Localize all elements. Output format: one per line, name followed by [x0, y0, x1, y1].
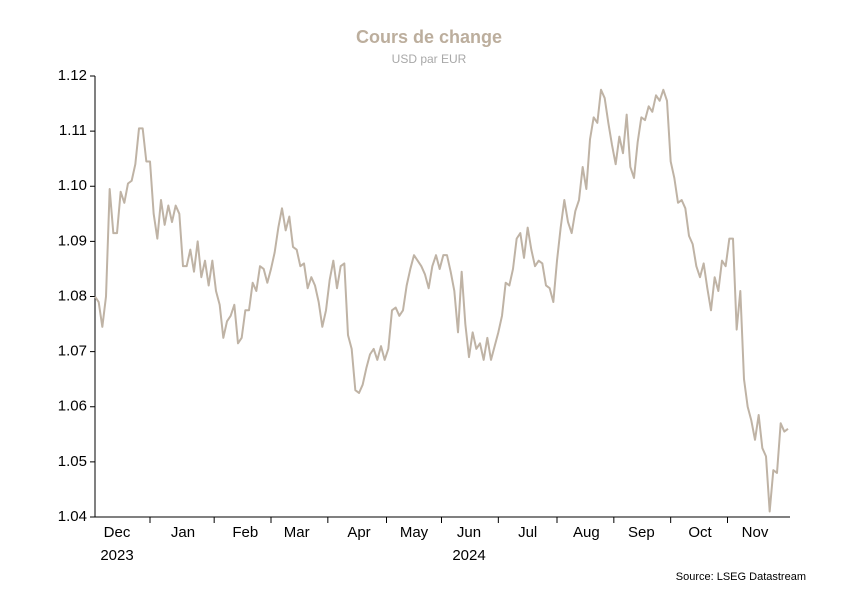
x-tick-label: Apr — [347, 524, 370, 541]
year-label: 2023 — [100, 547, 133, 564]
data-line — [94, 88, 789, 513]
x-tick-label: Aug — [573, 524, 600, 541]
x-tick-label: Nov — [742, 524, 769, 541]
y-tick-label: 1.10 — [58, 177, 87, 194]
x-tick-label: Jun — [457, 524, 481, 541]
x-tick-label: Oct — [688, 524, 712, 541]
x-tick-label: Jul — [518, 524, 537, 541]
x-tick-label: Mar — [284, 524, 310, 541]
y-tick-label: 1.12 — [58, 67, 87, 84]
source-note: Source: LSEG Datastream — [676, 571, 806, 583]
year-label: 2024 — [452, 547, 485, 564]
x-tick-label: May — [400, 524, 429, 541]
y-tick-label: 1.04 — [58, 508, 87, 525]
chart-title: Cours de change — [356, 27, 502, 47]
x-tick-label: Jan — [171, 524, 195, 541]
y-tick-label: 1.05 — [58, 453, 87, 470]
y-tick-label: 1.07 — [58, 343, 87, 360]
y-tick-label: 1.09 — [58, 232, 87, 249]
y-tick-label: 1.08 — [58, 287, 87, 304]
x-tick-label: Sep — [628, 524, 655, 541]
y-tick-label: 1.11 — [59, 122, 87, 139]
x-tick-label: Dec — [104, 524, 131, 541]
y-tick-label: 1.06 — [58, 398, 87, 415]
x-tick-label: Feb — [232, 524, 258, 541]
chart-subtitle: USD par EUR — [392, 52, 467, 66]
